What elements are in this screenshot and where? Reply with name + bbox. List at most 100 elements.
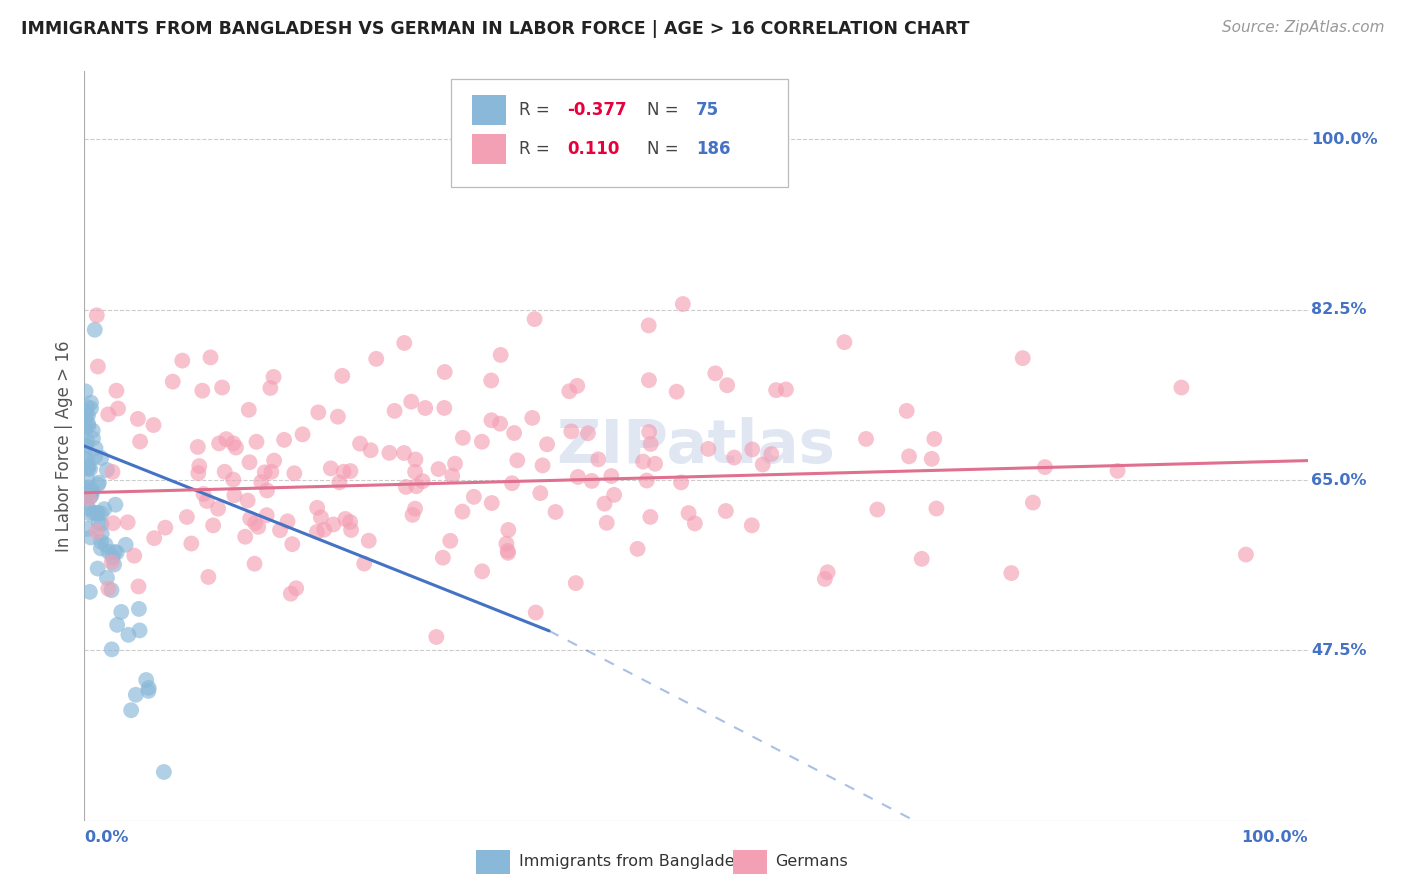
Point (714, 504, 737, 518)
Point (76, 434, 98, 449)
Point (678, 506, 700, 520)
Point (138, 684, 160, 698)
Point (529, 486, 551, 500)
Point (86, 506, 108, 520)
Point (716, 378, 738, 392)
Point (855, 432, 877, 446)
Point (127, 412, 149, 426)
Point (328, 475, 350, 490)
Text: 100.0%: 100.0% (1312, 132, 1378, 147)
Point (155, 521, 177, 535)
Point (96, 463, 118, 477)
Point (105, 384, 128, 398)
Point (640, 437, 662, 451)
Point (84, 442, 107, 456)
Point (322, 517, 344, 532)
Point (214, 465, 236, 479)
Point (103, 558, 125, 572)
Point (1022, 495, 1045, 509)
Point (238, 402, 260, 417)
Point (723, 450, 745, 465)
Point (117, 516, 139, 530)
Point (339, 515, 361, 529)
Point (215, 432, 238, 446)
Point (314, 523, 336, 537)
Point (207, 501, 229, 516)
Point (75, 438, 97, 452)
Point (394, 335, 416, 350)
Point (96, 571, 118, 585)
Text: 65.0%: 65.0% (1312, 473, 1367, 488)
Point (243, 516, 266, 530)
Text: R =: R = (519, 139, 554, 158)
Point (224, 488, 246, 502)
Point (107, 401, 129, 416)
Point (100, 583, 122, 598)
Text: 186: 186 (696, 139, 731, 158)
Point (339, 464, 361, 478)
Text: N =: N = (647, 139, 683, 158)
Point (208, 436, 231, 450)
Point (669, 475, 692, 490)
Point (94, 538, 117, 552)
Point (269, 523, 291, 537)
Point (1033, 460, 1056, 475)
Point (100, 555, 122, 569)
Point (101, 550, 124, 565)
Point (82, 424, 104, 438)
Point (101, 516, 124, 531)
Point (75, 405, 97, 419)
Point (187, 440, 209, 454)
Point (404, 452, 426, 467)
Point (153, 764, 176, 779)
Text: Immigrants from Bangladesh: Immigrants from Bangladesh (519, 855, 752, 870)
Point (399, 394, 422, 409)
Point (704, 367, 727, 381)
Text: N =: N = (647, 101, 683, 119)
Point (523, 312, 546, 326)
Point (80, 484, 103, 499)
Point (498, 523, 520, 537)
Point (283, 467, 305, 481)
Point (349, 436, 371, 450)
Point (558, 384, 581, 399)
Point (104, 498, 127, 512)
Point (77, 480, 100, 494)
Point (76, 473, 98, 487)
FancyBboxPatch shape (451, 78, 787, 187)
Point (87, 516, 110, 530)
Point (291, 427, 314, 442)
Text: 0.110: 0.110 (568, 139, 620, 158)
Point (90, 534, 112, 549)
Point (193, 487, 215, 501)
Point (305, 524, 328, 539)
Point (263, 453, 285, 467)
Text: R =: R = (519, 101, 554, 119)
Point (256, 508, 278, 523)
Point (378, 446, 401, 460)
Point (501, 476, 523, 491)
Point (176, 510, 198, 524)
Point (332, 465, 354, 479)
Point (80, 531, 103, 545)
Point (471, 565, 494, 579)
Point (247, 520, 270, 534)
Point (451, 431, 474, 445)
Point (76, 452, 98, 467)
Point (326, 409, 349, 424)
Point (911, 552, 934, 566)
Point (405, 479, 427, 493)
Point (86, 524, 108, 539)
Point (765, 383, 787, 397)
Point (101, 465, 124, 479)
Point (285, 581, 308, 595)
Text: IMMIGRANTS FROM BANGLADESH VS GERMAN IN LABOR FORCE | AGE > 16 CORRELATION CHART: IMMIGRANTS FROM BANGLADESH VS GERMAN IN … (21, 20, 970, 37)
Point (640, 510, 662, 524)
Point (80, 401, 103, 416)
Point (100, 642, 122, 657)
Point (489, 348, 512, 362)
Point (307, 405, 329, 419)
Y-axis label: In Labor Force | Age > 16: In Labor Force | Age > 16 (55, 340, 73, 552)
Point (1234, 548, 1257, 562)
Point (180, 536, 202, 550)
